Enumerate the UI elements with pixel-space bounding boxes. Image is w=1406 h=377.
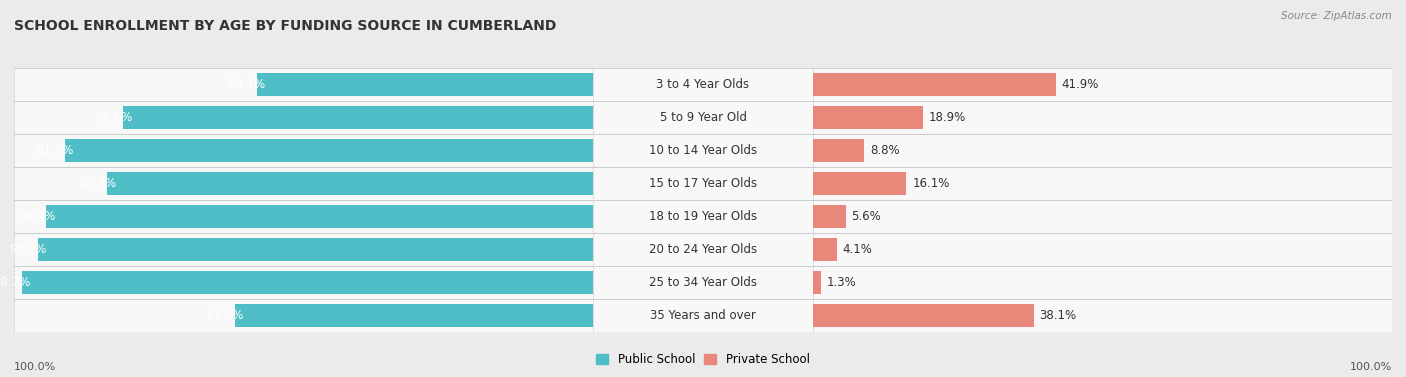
Text: 1.3%: 1.3% bbox=[827, 276, 856, 289]
Text: 16.1%: 16.1% bbox=[912, 177, 949, 190]
Bar bbox=[14, 299, 593, 332]
Text: 83.9%: 83.9% bbox=[79, 177, 115, 190]
Text: 94.4%: 94.4% bbox=[18, 210, 55, 223]
Bar bbox=[593, 167, 813, 200]
Bar bbox=[593, 68, 813, 101]
Bar bbox=[14, 167, 593, 200]
Bar bbox=[107, 172, 593, 195]
Bar bbox=[813, 233, 1392, 266]
Text: 18.9%: 18.9% bbox=[928, 111, 966, 124]
Bar bbox=[593, 101, 813, 134]
Bar bbox=[14, 68, 593, 101]
Text: 4.1%: 4.1% bbox=[842, 243, 873, 256]
Text: 38.1%: 38.1% bbox=[1039, 309, 1077, 322]
Text: 95.9%: 95.9% bbox=[10, 243, 46, 256]
Text: 41.9%: 41.9% bbox=[1062, 78, 1099, 91]
Text: 35 Years and over: 35 Years and over bbox=[650, 309, 756, 322]
Bar bbox=[46, 205, 593, 228]
Bar bbox=[813, 101, 1392, 134]
Text: 98.7%: 98.7% bbox=[0, 276, 31, 289]
Text: SCHOOL ENROLLMENT BY AGE BY FUNDING SOURCE IN CUMBERLAND: SCHOOL ENROLLMENT BY AGE BY FUNDING SOUR… bbox=[14, 19, 557, 33]
Text: 8.8%: 8.8% bbox=[870, 144, 900, 157]
Bar bbox=[593, 266, 813, 299]
Text: 10 to 14 Year Olds: 10 to 14 Year Olds bbox=[650, 144, 756, 157]
Bar bbox=[14, 101, 593, 134]
Legend: Public School, Private School: Public School, Private School bbox=[592, 349, 814, 371]
Bar bbox=[235, 304, 593, 327]
Bar bbox=[65, 139, 593, 162]
Text: 18 to 19 Year Olds: 18 to 19 Year Olds bbox=[650, 210, 756, 223]
Bar bbox=[813, 271, 821, 294]
Text: 5.6%: 5.6% bbox=[852, 210, 882, 223]
Bar bbox=[593, 134, 813, 167]
Bar bbox=[14, 200, 593, 233]
Text: 5 to 9 Year Old: 5 to 9 Year Old bbox=[659, 111, 747, 124]
Bar bbox=[38, 238, 593, 261]
Bar bbox=[813, 73, 1056, 96]
Text: 100.0%: 100.0% bbox=[14, 362, 56, 372]
Bar bbox=[813, 238, 837, 261]
Bar bbox=[813, 139, 865, 162]
Bar bbox=[14, 266, 593, 299]
Bar bbox=[813, 266, 1392, 299]
Bar bbox=[813, 167, 1392, 200]
Bar bbox=[21, 271, 593, 294]
Text: 3 to 4 Year Olds: 3 to 4 Year Olds bbox=[657, 78, 749, 91]
Bar bbox=[14, 134, 593, 167]
Bar bbox=[14, 233, 593, 266]
Bar bbox=[593, 299, 813, 332]
Bar bbox=[813, 134, 1392, 167]
Bar bbox=[256, 73, 593, 96]
Bar bbox=[813, 200, 1392, 233]
Text: 61.9%: 61.9% bbox=[205, 309, 243, 322]
Text: 58.1%: 58.1% bbox=[228, 78, 266, 91]
Bar bbox=[813, 205, 845, 228]
Bar bbox=[813, 68, 1392, 101]
Text: 20 to 24 Year Olds: 20 to 24 Year Olds bbox=[650, 243, 756, 256]
Bar bbox=[813, 172, 907, 195]
Bar bbox=[813, 304, 1033, 327]
Bar bbox=[813, 299, 1392, 332]
Text: Source: ZipAtlas.com: Source: ZipAtlas.com bbox=[1281, 11, 1392, 21]
Text: 81.1%: 81.1% bbox=[94, 111, 132, 124]
Bar bbox=[593, 200, 813, 233]
Text: 100.0%: 100.0% bbox=[1350, 362, 1392, 372]
Text: 91.2%: 91.2% bbox=[37, 144, 73, 157]
Bar bbox=[593, 233, 813, 266]
Bar bbox=[124, 106, 593, 129]
Text: 15 to 17 Year Olds: 15 to 17 Year Olds bbox=[650, 177, 756, 190]
Text: 25 to 34 Year Olds: 25 to 34 Year Olds bbox=[650, 276, 756, 289]
Bar bbox=[813, 106, 922, 129]
